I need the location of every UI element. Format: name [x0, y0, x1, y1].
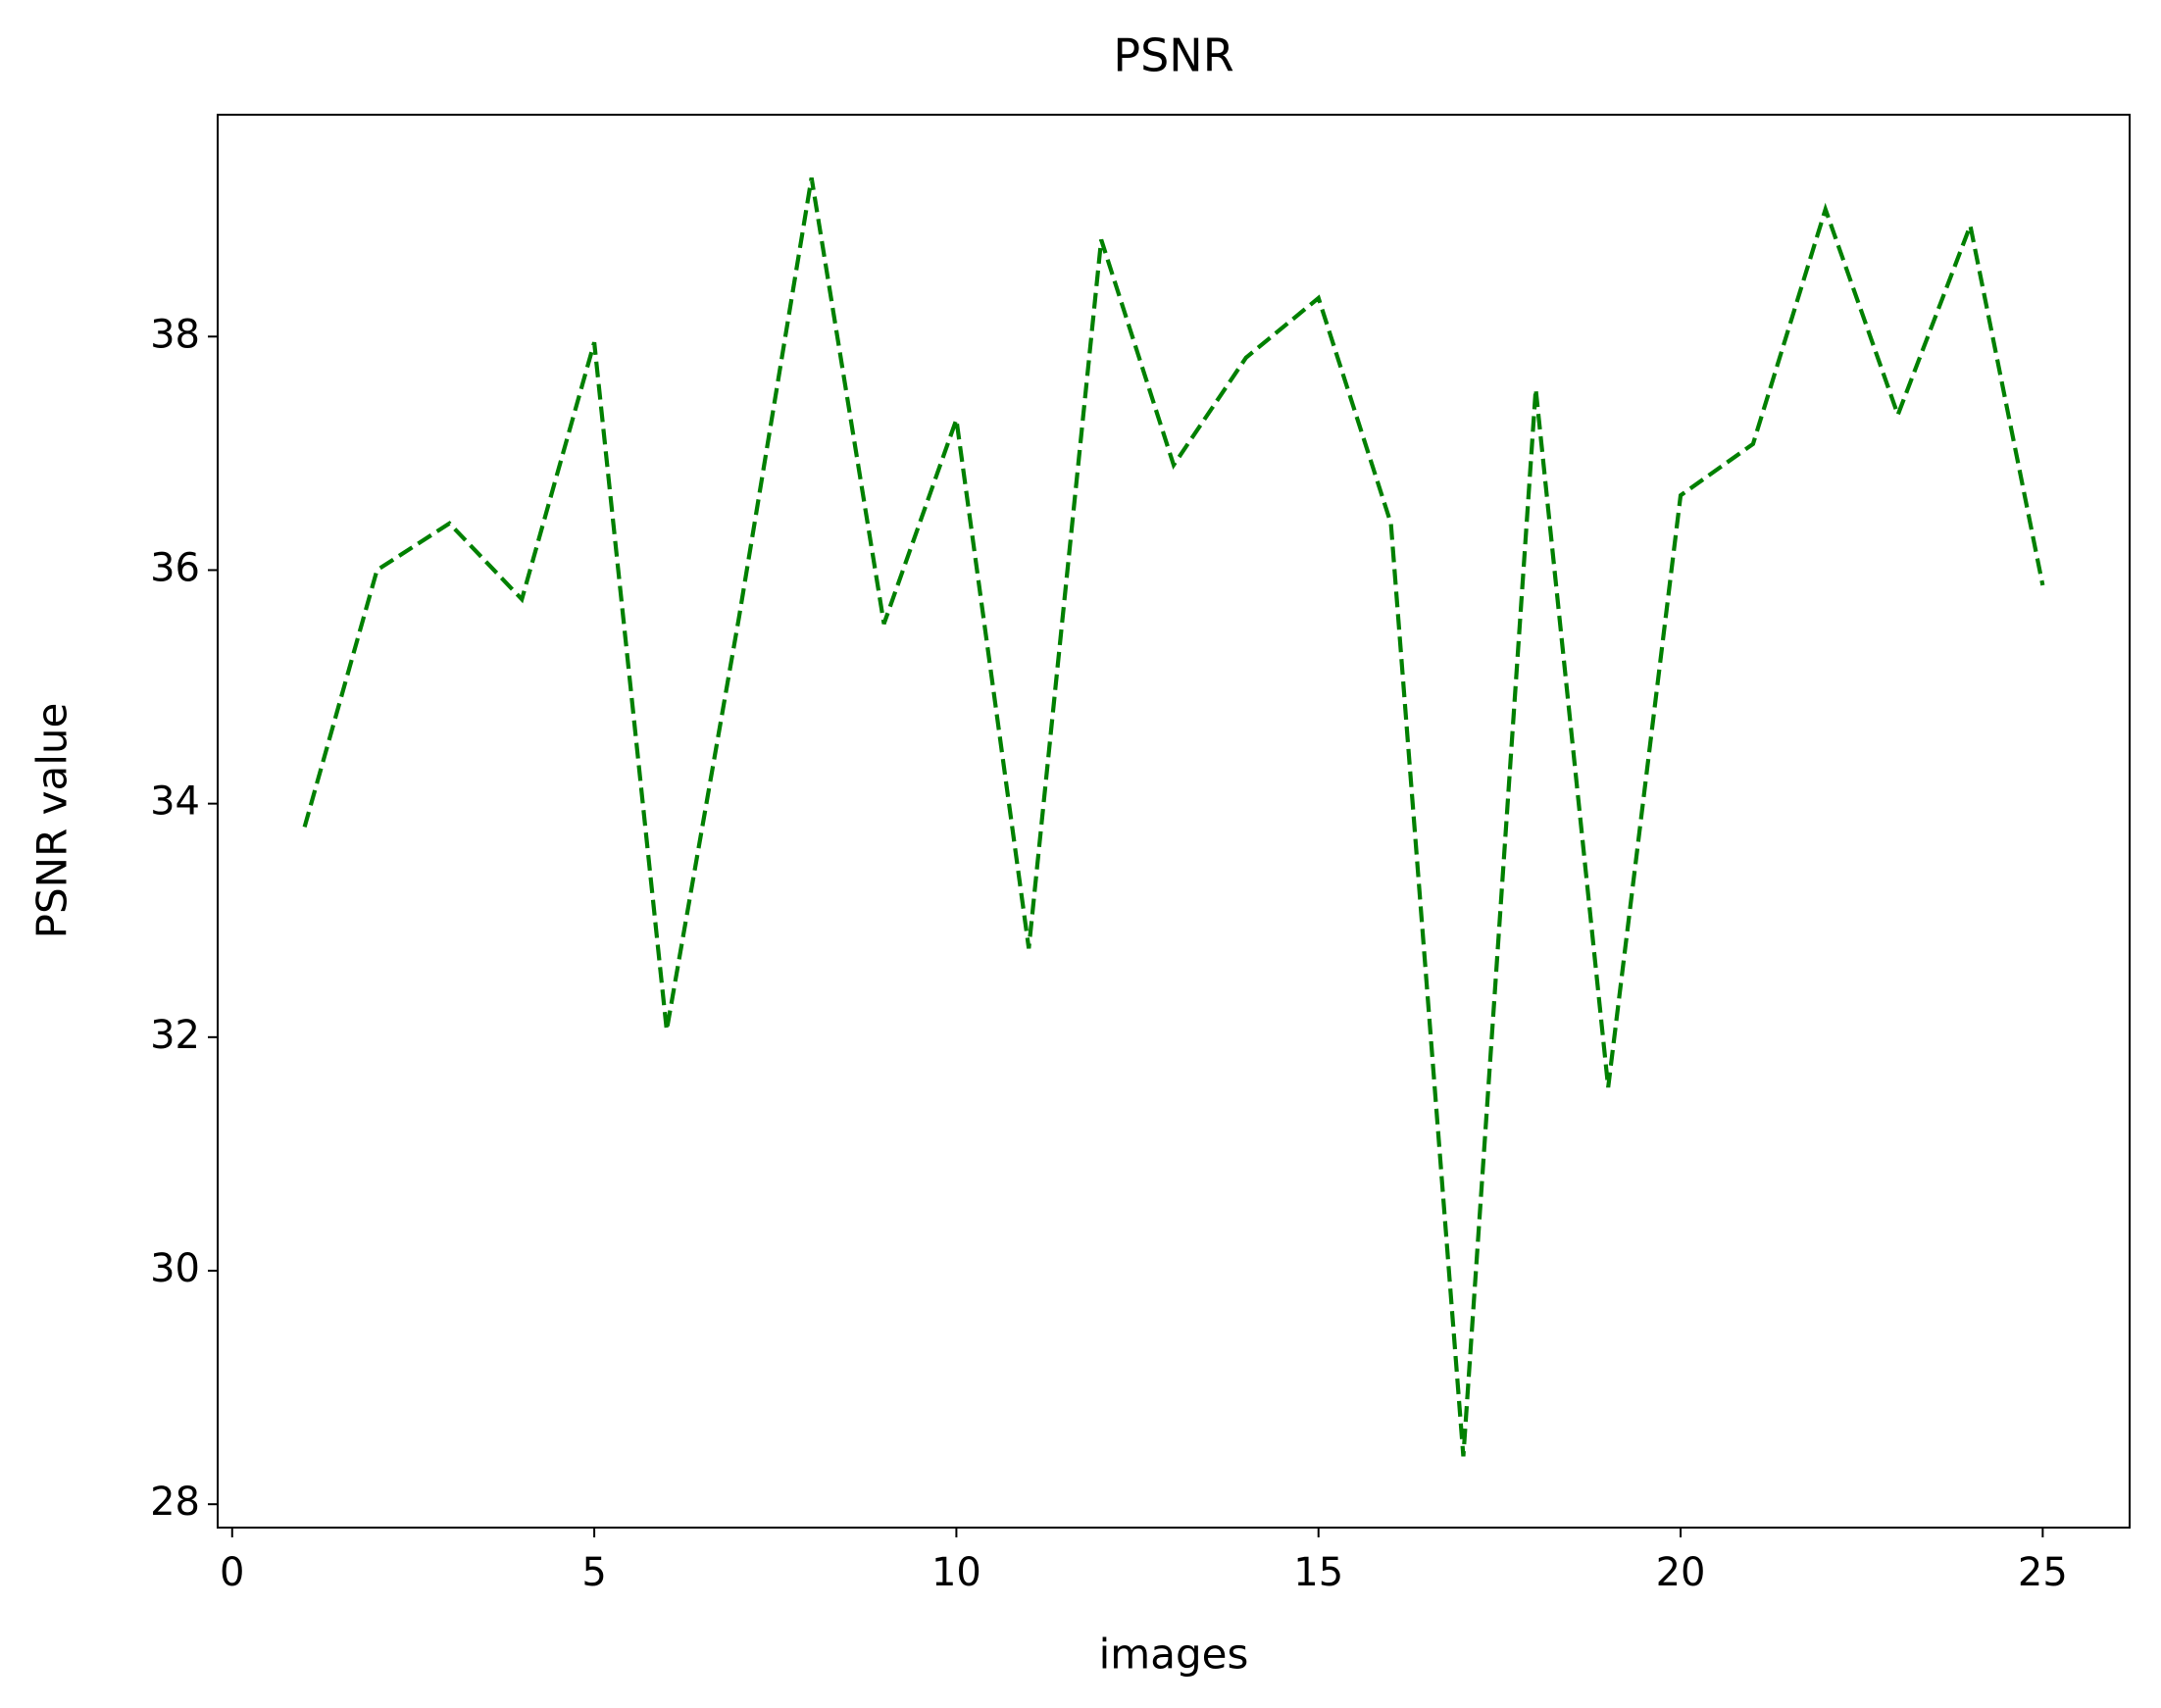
y-tick-label: 36: [150, 545, 200, 590]
y-tick-label: 28: [150, 1480, 200, 1525]
x-tick-label: 0: [220, 1550, 244, 1595]
x-tick-label: 15: [1293, 1550, 1343, 1595]
y-tick-label: 32: [150, 1013, 200, 1058]
y-tick-label: 34: [150, 779, 200, 825]
x-tick-label: 20: [1656, 1550, 1706, 1595]
x-tick-label: 10: [931, 1550, 981, 1595]
data-line: [302, 176, 2045, 1457]
x-tick-label: 25: [2018, 1550, 2068, 1595]
x-tick-label: 5: [581, 1550, 606, 1595]
y-axis-label: PSNR value: [28, 703, 76, 939]
plot-frame: [217, 114, 2131, 1529]
y-tick-label: 38: [150, 312, 200, 357]
y-tick-label: 30: [150, 1246, 200, 1291]
chart-title: PSNR: [1113, 29, 1233, 82]
x-axis-label: images: [1099, 1631, 1249, 1679]
